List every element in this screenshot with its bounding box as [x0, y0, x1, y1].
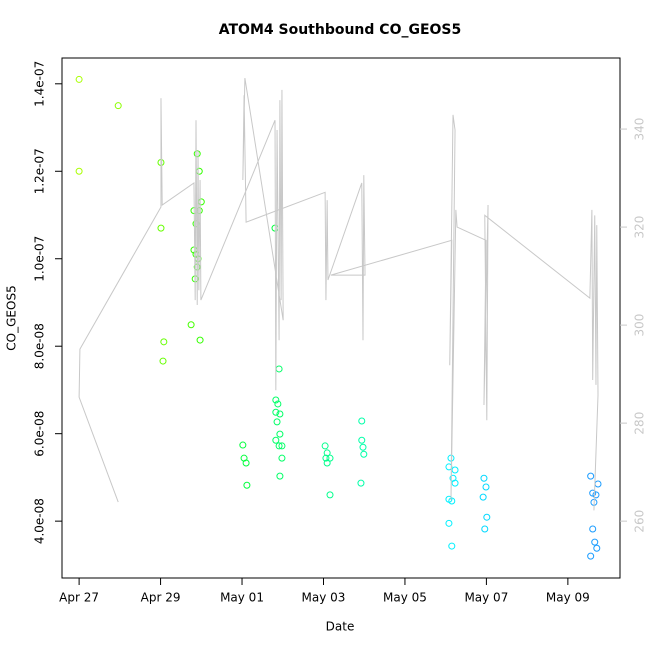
y2-tick-label: 320: [633, 216, 647, 239]
point: [451, 479, 459, 487]
point: [326, 491, 334, 499]
point: [276, 472, 284, 480]
chart-title: ATOM4 Southbound CO_GEOS5: [219, 22, 462, 38]
point: [589, 525, 597, 533]
x-axis-label: Date: [326, 620, 355, 634]
point: [591, 538, 599, 546]
point: [278, 454, 286, 462]
point: [451, 466, 459, 474]
point: [358, 436, 366, 444]
x-tick-label: May 01: [220, 591, 264, 605]
point: [187, 321, 195, 329]
point: [275, 442, 283, 450]
point: [75, 167, 83, 175]
point: [278, 442, 286, 450]
point: [481, 525, 489, 533]
point: [480, 474, 488, 482]
point: [483, 513, 491, 521]
point: [114, 102, 122, 110]
point: [273, 418, 281, 426]
point: [592, 491, 600, 499]
point: [160, 338, 168, 346]
point: [272, 408, 280, 416]
point: [593, 544, 601, 552]
point: [242, 459, 250, 467]
point: [75, 75, 83, 83]
point: [274, 400, 282, 408]
point: [445, 519, 453, 527]
y2-tick-label: 280: [633, 412, 647, 435]
point: [482, 483, 490, 491]
x-tick-label: Apr 27: [59, 591, 99, 605]
x-tick-label: May 07: [464, 591, 508, 605]
point: [587, 472, 595, 480]
x-tick-label: Apr 29: [141, 591, 181, 605]
y-tick-label: 1.4e-07: [33, 61, 47, 107]
point: [276, 430, 284, 438]
y-tick-label: 1.2e-07: [33, 148, 47, 194]
x-tick-label: May 03: [302, 591, 346, 605]
point: [239, 441, 247, 449]
plot-frame: [61, 57, 621, 579]
point: [358, 417, 366, 425]
y-tick-label: 1.0e-07: [33, 236, 47, 282]
x-tick-label: May 09: [546, 591, 590, 605]
x-tick-label: May 05: [383, 591, 427, 605]
y-tick-label: 4.0e-08: [33, 498, 47, 544]
point: [276, 410, 284, 418]
point: [159, 357, 167, 365]
point: [243, 481, 251, 489]
point: [479, 493, 487, 501]
point: [196, 336, 204, 344]
point: [357, 479, 365, 487]
point: [448, 497, 456, 505]
point: [448, 542, 456, 550]
point: [193, 150, 201, 158]
point: [322, 454, 330, 462]
y2-tick-label: 340: [633, 118, 647, 141]
y-tick-label: 6.0e-08: [33, 411, 47, 457]
point: [323, 449, 331, 457]
point: [157, 224, 165, 232]
point: [323, 459, 331, 467]
y2-tick-label: 260: [633, 510, 647, 533]
y2-tick-label: 300: [633, 314, 647, 337]
line: [78, 78, 599, 511]
y-tick-label: 8.0e-08: [33, 323, 47, 369]
point: [272, 436, 280, 444]
point: [587, 552, 595, 560]
point: [359, 443, 367, 451]
point: [321, 442, 329, 450]
point: [272, 396, 280, 404]
point: [360, 450, 368, 458]
y-axis-label: CO_GEOS5: [5, 285, 19, 350]
